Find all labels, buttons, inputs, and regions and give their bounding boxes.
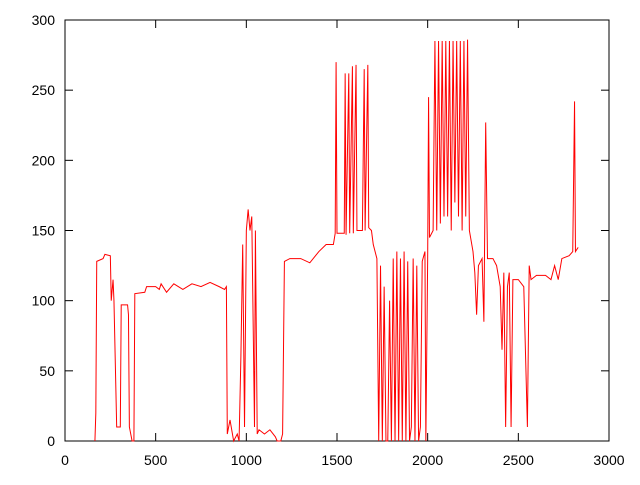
y-tick-label: 250 <box>32 82 56 98</box>
data-line <box>94 39 579 443</box>
y-tick-label: 300 <box>32 12 56 28</box>
x-tick-label: 2500 <box>503 452 534 468</box>
x-tick-label: 3000 <box>593 452 624 468</box>
y-tick-label: 50 <box>39 363 55 379</box>
y-tick-label: 100 <box>32 293 56 309</box>
y-tick-label: 150 <box>32 223 56 239</box>
x-tick-label: 1500 <box>321 452 352 468</box>
x-tick-label: 1000 <box>231 452 262 468</box>
y-tick-label: 200 <box>32 152 56 168</box>
x-tick-label: 2000 <box>412 452 443 468</box>
x-tick-label: 0 <box>61 452 69 468</box>
y-tick-label: 0 <box>47 433 55 449</box>
x-tick-label: 500 <box>144 452 168 468</box>
